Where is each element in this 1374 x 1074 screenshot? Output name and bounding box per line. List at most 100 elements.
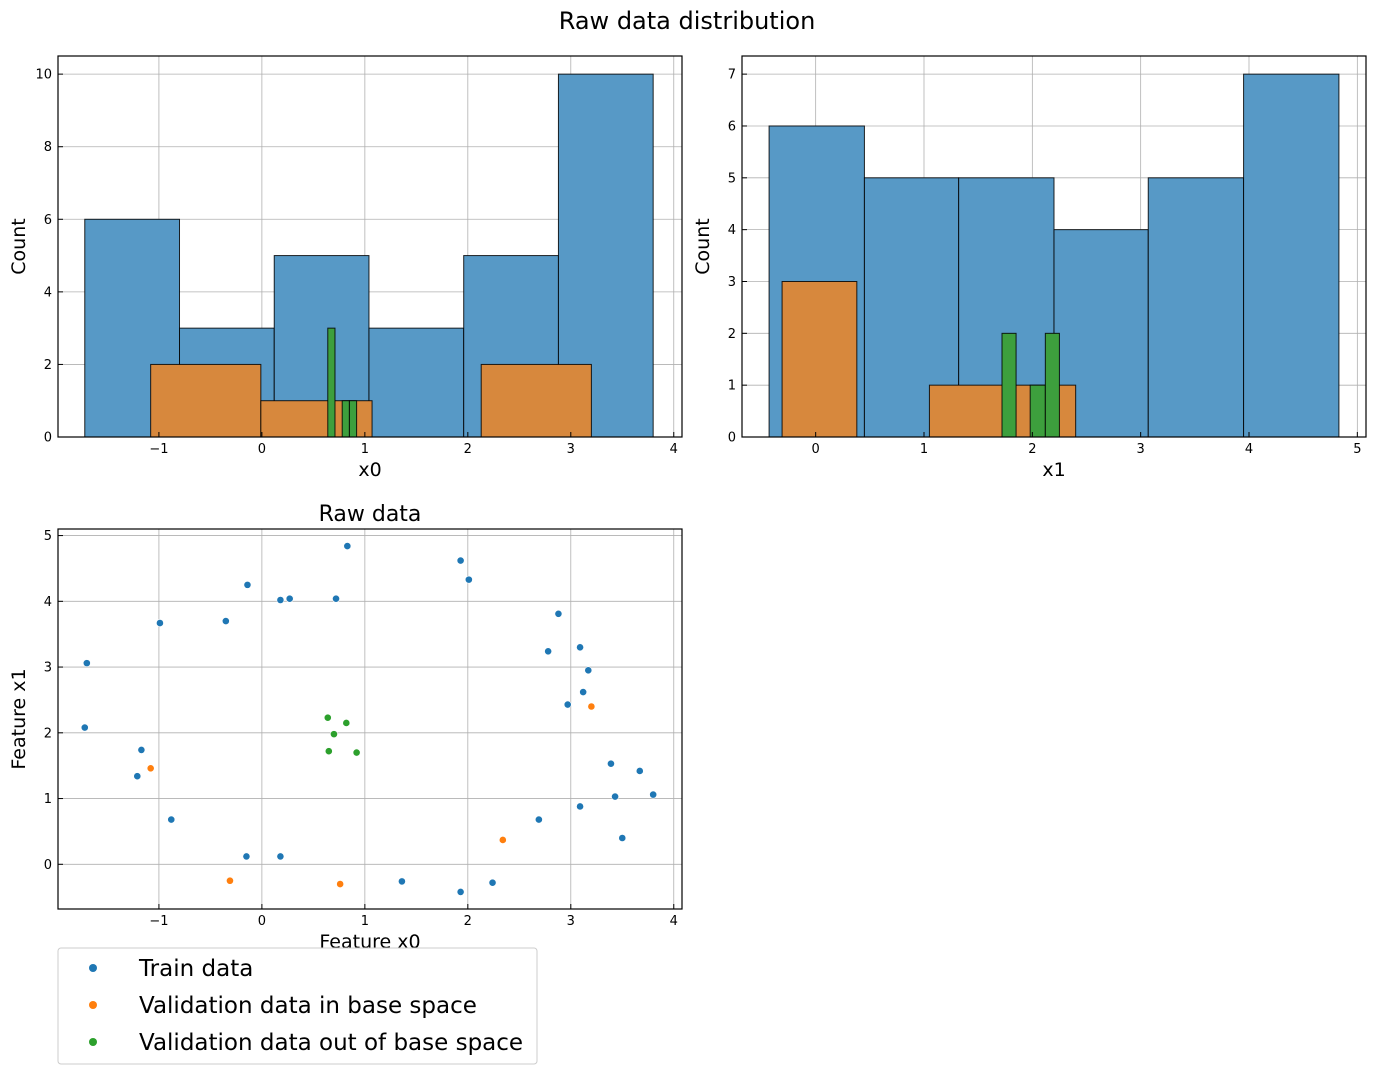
- scatter-point-train: [285, 594, 294, 603]
- y-tick-label: 10: [35, 68, 52, 83]
- x-tick-label: 2: [464, 442, 472, 457]
- scatter-point-train: [584, 666, 593, 675]
- x-tick-label: 0: [812, 442, 820, 457]
- scatter-point-val-out: [342, 719, 351, 727]
- y-tick-label: 0: [44, 431, 52, 446]
- scatter-point-val-in: [336, 880, 345, 888]
- x-tick-label: 3: [1137, 442, 1145, 457]
- legend: Train data Validation data in base space V…: [57, 947, 538, 1065]
- y-tick-label: 6: [44, 213, 52, 228]
- scatter-point-train: [611, 792, 619, 801]
- histogram-bar-val-in: [781, 280, 858, 438]
- axes-frame: [741, 55, 1367, 438]
- x-tick-label: −1: [149, 914, 168, 929]
- histogram-bar-train: [368, 327, 465, 438]
- histogram-bar-train: [1147, 177, 1245, 438]
- histogram-bar-val-in: [150, 363, 262, 438]
- scatter-point-val-in: [587, 702, 596, 711]
- histogram-bar-val-out: [1001, 332, 1017, 438]
- x-tick-label: 5: [1353, 442, 1361, 457]
- scatter-point-val-in: [226, 876, 234, 885]
- x-tick-label: 3: [567, 914, 575, 929]
- x-tick-label: 3: [567, 442, 575, 457]
- chart-1: −1 0 1 2 3 4 0 2 4 6 8 10 x0 Count: [8, 55, 683, 481]
- scatter-point-train: [332, 594, 340, 603]
- scatter-point-train: [488, 878, 497, 887]
- scatter-point-train: [464, 575, 473, 584]
- x-tick-label: 0: [258, 442, 266, 457]
- histogram-bar-val-in: [480, 363, 592, 438]
- histogram-bar-val-out: [1044, 332, 1060, 438]
- y-tick-label: 1: [728, 379, 736, 394]
- legend-marker-val-in: [89, 1001, 97, 1009]
- scatter-point-train: [276, 596, 285, 604]
- x-tick-label: 0: [258, 914, 266, 929]
- scatter-point-train: [133, 772, 142, 781]
- scatter-point-val-out: [352, 748, 361, 757]
- plot-area: [58, 529, 682, 909]
- scatter-point-train: [649, 790, 658, 799]
- legend-label: Train data: [138, 956, 253, 982]
- scatter-point-train: [635, 767, 644, 775]
- x-axis-label: x0: [358, 459, 381, 481]
- scatter-point-val-in: [498, 836, 507, 844]
- histogram-bar-train: [1243, 73, 1340, 438]
- histogram-bar-val-in: [928, 384, 1004, 438]
- y-tick-label: 7: [728, 68, 736, 83]
- scatter-point-train: [534, 815, 543, 824]
- x-tick-label: 4: [1245, 442, 1253, 457]
- y-tick-label: 4: [44, 285, 52, 300]
- x-tick-label: 4: [670, 442, 678, 457]
- histogram-bar-val-out: [341, 400, 350, 438]
- x-tick-label: 4: [670, 914, 678, 929]
- x-axis-label: x1: [1042, 459, 1065, 481]
- scatter-point-train: [398, 877, 406, 886]
- scatter-point-train: [156, 619, 164, 627]
- scatter-point-train: [618, 834, 627, 842]
- figure-suptitle: Raw data distribution: [559, 7, 816, 35]
- y-tick-label: 8: [44, 140, 52, 155]
- scatter-point-train: [80, 723, 89, 732]
- x-tick-label: 2: [1028, 442, 1036, 457]
- y-tick-label: 2: [44, 358, 52, 373]
- scatter-point-val-out: [330, 730, 338, 739]
- scatter-point-train: [82, 659, 91, 668]
- scatter-point-train: [137, 745, 146, 754]
- scatter-point-train: [576, 643, 584, 652]
- x-tick-label: 2: [464, 914, 472, 929]
- scatter-point-train: [456, 556, 465, 565]
- y-tick-label: 5: [728, 171, 736, 186]
- scatter-point-val-out: [324, 747, 333, 756]
- axes-frame: [57, 55, 683, 438]
- y-tick-label: 6: [728, 119, 736, 134]
- histogram-bar-val-out: [348, 400, 358, 438]
- y-axis-label: Feature x1: [8, 668, 30, 769]
- scatter-point-train: [456, 888, 465, 896]
- x-tick-label: 1: [920, 442, 928, 457]
- y-axis-label: Count: [8, 218, 30, 274]
- axes-frame: [57, 528, 683, 910]
- scatter-point-val-in: [146, 764, 155, 773]
- y-tick-label: 3: [728, 275, 736, 290]
- x-tick-label: 1: [361, 914, 369, 929]
- y-tick-label: 1: [44, 792, 52, 807]
- scatter-point-train: [243, 580, 252, 589]
- y-axis-label: Count: [692, 218, 714, 274]
- legend-frame: [57, 947, 538, 1065]
- scatter-point-train: [343, 542, 352, 550]
- scatter-point-train: [167, 815, 176, 824]
- y-tick-label: 0: [44, 858, 52, 873]
- scatter-point-train: [221, 617, 230, 625]
- y-tick-label: 4: [728, 223, 736, 238]
- legend-marker-train: [89, 964, 97, 972]
- histogram-bar-val-out: [327, 327, 336, 438]
- scatter-point-train: [576, 802, 584, 811]
- scatter-point-train: [579, 688, 588, 696]
- scatter-point-train: [544, 647, 553, 656]
- y-tick-label: 4: [44, 595, 52, 610]
- legend-marker-val-out: [89, 1038, 97, 1046]
- y-tick-label: 5: [44, 529, 52, 544]
- y-tick-label: 2: [728, 327, 736, 342]
- x-tick-label: −1: [149, 442, 168, 457]
